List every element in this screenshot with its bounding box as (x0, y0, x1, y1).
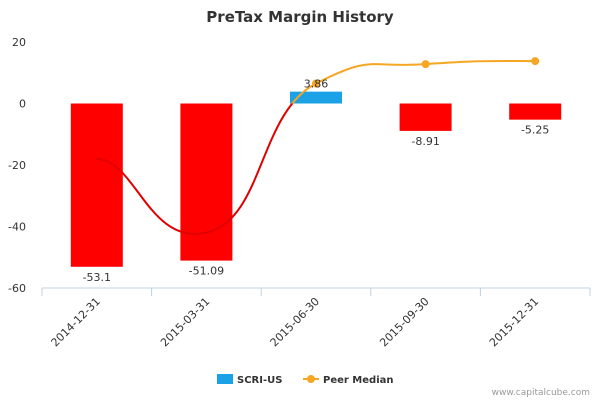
bar[interactable] (180, 103, 233, 261)
legend-marker-peer (307, 375, 315, 383)
peer-median-point[interactable] (531, 57, 540, 66)
bar-series (70, 91, 562, 267)
line-series (96, 57, 540, 236)
x-tick-label: 2015-03-31 (158, 295, 212, 349)
bar[interactable] (70, 103, 123, 267)
x-tick-label: 2014-12-31 (49, 295, 103, 349)
x-tick-label: 2015-12-31 (487, 295, 541, 349)
legend: SCRI-US Peer Median (217, 374, 394, 386)
x-tick-label: 2015-09-30 (377, 295, 431, 349)
bar-data-label: 3.86 (304, 78, 329, 91)
y-tick-label: -60 (8, 282, 26, 295)
peer-median-line-positive (291, 59, 536, 104)
legend-swatch-scri[interactable] (217, 374, 233, 384)
y-tick-label: 20 (12, 36, 26, 49)
bar-data-label: -51.09 (189, 265, 224, 278)
peer-median-line-negative (96, 103, 294, 236)
data-labels: -53.1 -51.09 3.86 -8.91 -5.25 (83, 78, 550, 284)
x-tick-label: 2015-06-30 (268, 295, 322, 349)
peer-median-point[interactable] (421, 60, 430, 69)
bar-data-label: -53.1 (83, 271, 111, 284)
credit-text[interactable]: www.capitalcube.com (492, 388, 590, 398)
bar[interactable] (290, 91, 342, 104)
x-axis: 2014-12-31 2015-03-31 2015-06-30 2015-09-30… (41, 287, 591, 349)
peer-median-point[interactable] (312, 79, 320, 88)
bar-data-label: -8.91 (411, 135, 439, 148)
y-tick-label: 0 (19, 98, 26, 111)
legend-label-peer[interactable]: Peer Median (323, 375, 394, 386)
y-axis: 20 0 -20 -40 -60 (8, 36, 26, 295)
chart-title: PreTax Margin History (206, 8, 394, 26)
y-tick-label: -20 (8, 159, 26, 172)
legend-label-scri[interactable]: SCRI-US (237, 375, 282, 386)
bar[interactable] (399, 103, 452, 131)
bar[interactable] (509, 103, 562, 120)
bar-data-label: -5.25 (521, 124, 549, 137)
y-tick-label: -40 (8, 221, 26, 234)
